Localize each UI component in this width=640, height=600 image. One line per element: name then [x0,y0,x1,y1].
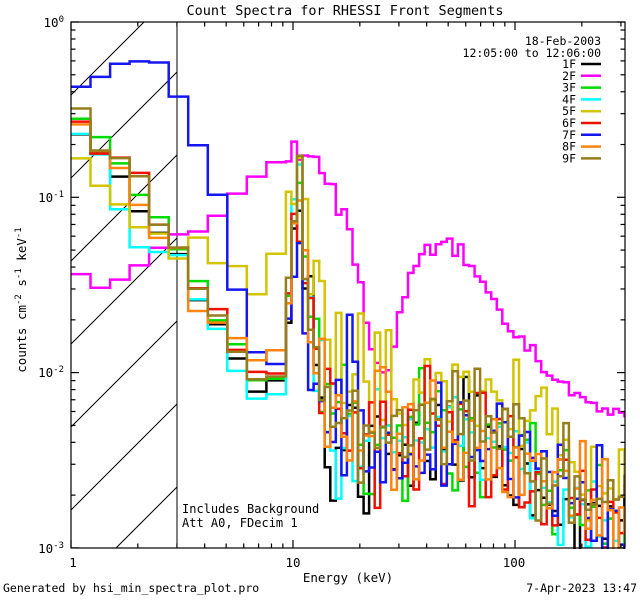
legend-label: 9F [562,151,576,165]
footer-left: Generated by hsi_min_spectra_plot.pro [3,581,259,595]
legend-label: 3F [562,81,576,95]
legend-item: 8F [562,140,601,154]
annotation-attenuator: Att A0, FDecim 1 [182,516,298,530]
x-tick-label: 1 [69,555,77,570]
obs-date: 18-Feb-2003 [525,34,601,48]
y-tick-labels: 100 10-1 10-2 10-3 [38,15,64,556]
axis-ticks [70,21,625,549]
plot-title: Count Spectra for RHESSI Front Segments [187,3,504,19]
y-axis-label: counts cm-2 s-1 keV-1 [14,227,29,372]
legend-item: 7F [562,128,601,142]
y-tick-label: 10-2 [38,365,64,380]
legend-item: 3F [562,81,601,95]
hatch-region [71,22,177,548]
legend-label: 7F [562,128,576,142]
legend-item: 5F [562,104,601,118]
legend-label: 5F [562,104,576,118]
legend-label: 8F [562,140,576,154]
footer-right: 7-Apr-2023 13:47 [526,581,637,595]
spectra-curves [71,60,625,549]
legend-item: 4F [562,92,601,106]
y-tick-label: 100 [44,15,64,30]
legend-item: 2F [562,69,601,83]
x-tick-label: 10 [285,555,300,570]
y-tick-label: 10-3 [38,541,64,556]
y-tick-label: 10-1 [38,190,64,205]
legend-item: 1F [562,57,601,71]
x-axis-label: Energy (keV) [303,570,393,585]
annotation-background: Includes Background [182,502,319,516]
legend-item: 9F [562,151,601,165]
legend-label: 2F [562,69,576,83]
obs-time-range: 12:05:00 to 12:06:00 [463,46,602,60]
plot-frame [70,21,626,549]
legend-label: 6F [562,116,576,130]
series-path-9F [71,107,625,525]
legend-label: 1F [562,57,576,71]
legend-label: 4F [562,92,576,106]
legend-item: 6F [562,116,601,130]
series-path-2F [71,140,625,418]
x-tick-label: 100 [503,555,526,570]
